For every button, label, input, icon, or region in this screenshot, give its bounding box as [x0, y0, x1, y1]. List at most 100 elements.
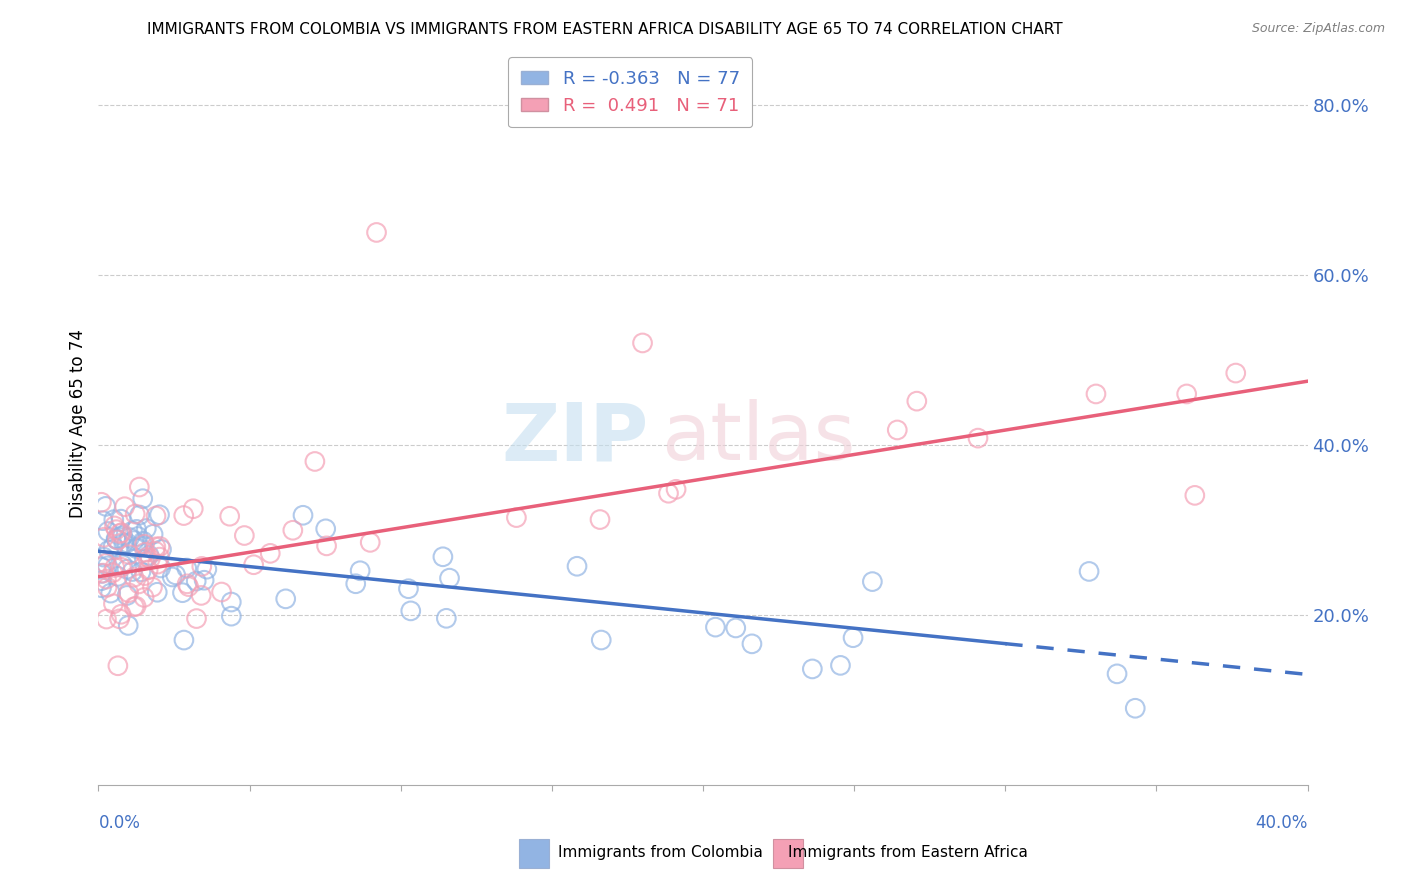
- Point: [108, 612, 131, 626]
- Point: [117, 618, 139, 632]
- Point: [122, 533, 145, 548]
- Point: [94, 500, 117, 514]
- Point: [135, 522, 157, 536]
- Point: [860, 574, 883, 589]
- Point: [304, 454, 326, 468]
- Point: [105, 532, 128, 546]
- Legend: R = -0.363   N = 77, R =  0.491   N = 71: R = -0.363 N = 77, R = 0.491 N = 71: [509, 57, 752, 128]
- Point: [117, 585, 139, 599]
- Point: [90, 495, 112, 509]
- Point: [132, 591, 155, 605]
- Bar: [519, 839, 550, 868]
- Point: [344, 576, 367, 591]
- Point: [103, 519, 125, 533]
- Point: [93, 530, 115, 544]
- Text: 0.0%: 0.0%: [98, 814, 141, 832]
- Point: [139, 551, 162, 566]
- Point: [112, 536, 135, 550]
- Point: [110, 512, 132, 526]
- Point: [132, 491, 155, 506]
- Point: [150, 542, 173, 557]
- Point: [315, 539, 337, 553]
- Point: [101, 540, 124, 554]
- Point: [114, 500, 136, 514]
- Point: [173, 508, 195, 523]
- Point: [842, 631, 865, 645]
- Point: [128, 577, 150, 591]
- Point: [105, 523, 128, 537]
- Point: [90, 581, 112, 595]
- Point: [905, 394, 928, 409]
- Point: [434, 611, 457, 625]
- Point: [259, 546, 281, 560]
- Point: [118, 531, 141, 545]
- Point: [886, 423, 908, 437]
- Point: [349, 564, 371, 578]
- Point: [148, 508, 170, 522]
- Text: Source: ZipAtlas.com: Source: ZipAtlas.com: [1251, 22, 1385, 36]
- Point: [1184, 488, 1206, 502]
- Point: [108, 526, 131, 541]
- Point: [100, 586, 122, 600]
- Point: [107, 569, 129, 583]
- Point: [176, 561, 198, 575]
- Point: [129, 565, 152, 579]
- Point: [90, 574, 112, 588]
- Point: [103, 597, 125, 611]
- Point: [176, 577, 198, 591]
- Point: [801, 662, 824, 676]
- Point: [134, 552, 156, 566]
- Point: [193, 573, 215, 587]
- Point: [107, 658, 129, 673]
- Point: [146, 557, 169, 571]
- Point: [94, 557, 117, 571]
- Point: [134, 568, 156, 582]
- Point: [96, 612, 118, 626]
- Point: [142, 527, 165, 541]
- Point: [741, 637, 763, 651]
- Point: [665, 483, 688, 497]
- Point: [103, 513, 125, 527]
- Point: [143, 544, 166, 558]
- Point: [146, 585, 169, 599]
- Point: [631, 335, 654, 350]
- Point: [191, 559, 214, 574]
- Point: [110, 525, 132, 540]
- Y-axis label: Disability Age 65 to 74: Disability Age 65 to 74: [69, 329, 87, 518]
- Point: [221, 609, 243, 624]
- Text: atlas: atlas: [661, 399, 855, 477]
- Point: [1078, 565, 1101, 579]
- Point: [195, 562, 218, 576]
- Point: [172, 585, 194, 599]
- Point: [127, 541, 149, 555]
- Point: [115, 562, 138, 576]
- Point: [90, 566, 112, 581]
- Point: [107, 533, 129, 547]
- Point: [242, 558, 264, 572]
- Point: [177, 580, 200, 594]
- Point: [704, 620, 727, 634]
- Point: [122, 570, 145, 584]
- Point: [162, 570, 184, 584]
- Point: [439, 571, 461, 585]
- Point: [132, 534, 155, 549]
- Point: [97, 524, 120, 539]
- Point: [124, 507, 146, 521]
- Point: [127, 529, 149, 543]
- Point: [134, 537, 156, 551]
- Point: [145, 540, 167, 554]
- Point: [591, 633, 613, 648]
- Point: [967, 431, 990, 445]
- Point: [165, 567, 187, 582]
- Point: [90, 560, 112, 574]
- Point: [830, 658, 852, 673]
- Point: [141, 580, 163, 594]
- Point: [134, 545, 156, 559]
- Point: [1085, 387, 1108, 401]
- Point: [589, 512, 612, 526]
- Point: [1225, 366, 1247, 380]
- Point: [221, 595, 243, 609]
- Point: [657, 486, 679, 500]
- Point: [96, 580, 118, 594]
- Point: [211, 585, 233, 599]
